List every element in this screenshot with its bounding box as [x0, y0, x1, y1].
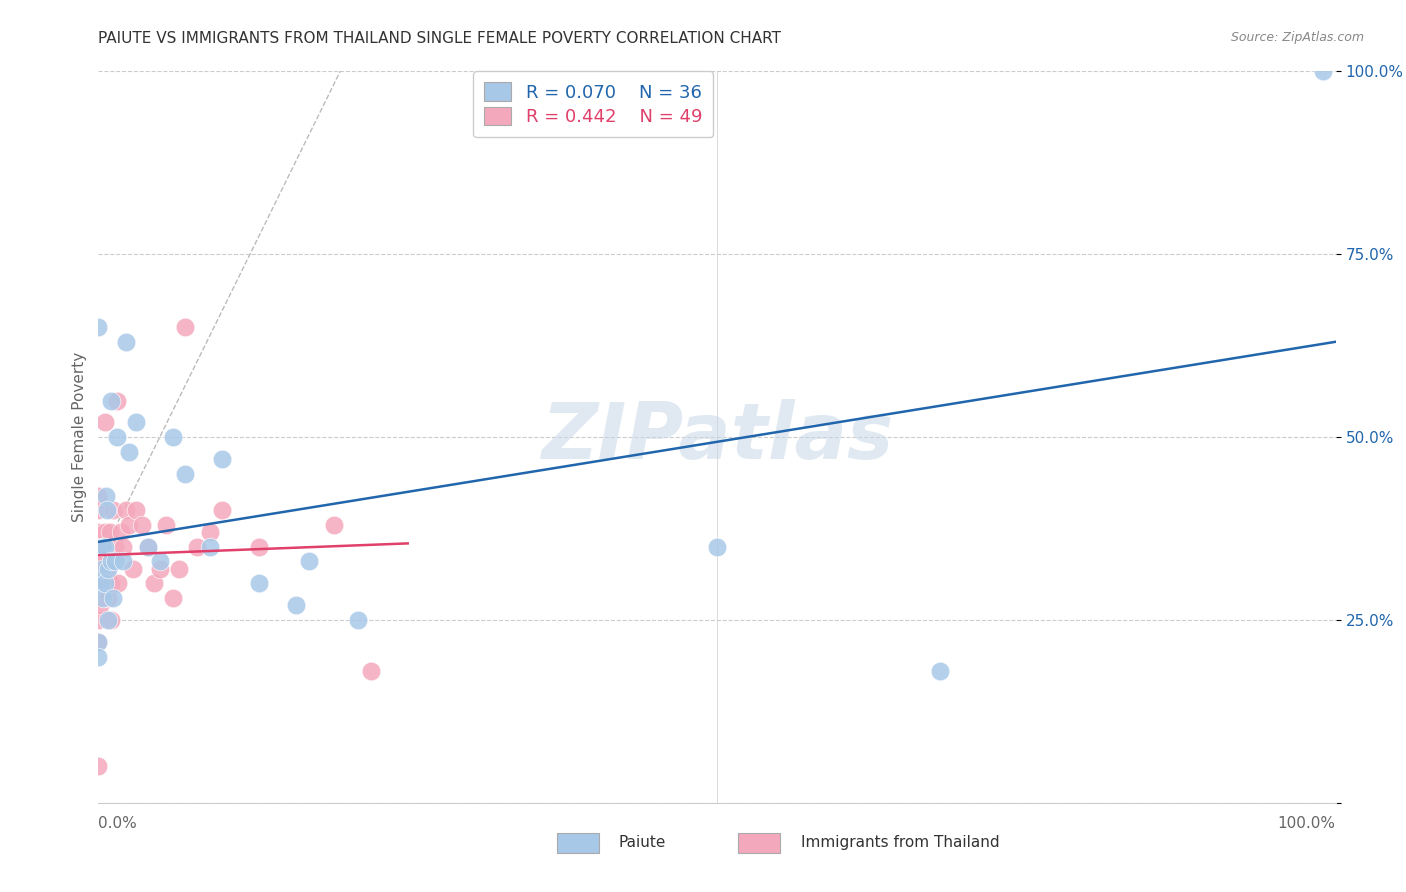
Point [211, 503, 233, 517]
Point [87, 635, 110, 649]
Point [87, 525, 110, 540]
Point [1312, 64, 1334, 78]
Point [124, 416, 146, 430]
Point [136, 540, 159, 554]
Point [87, 759, 110, 773]
Point [105, 393, 128, 408]
Point [103, 503, 125, 517]
Point [112, 540, 135, 554]
Point [97, 591, 120, 605]
Point [107, 576, 129, 591]
Point [155, 517, 177, 532]
Point [174, 467, 197, 481]
Point [90, 576, 112, 591]
Text: ZIPatlas: ZIPatlas [541, 399, 893, 475]
Point [87, 489, 110, 503]
Point [211, 452, 233, 467]
Point [928, 664, 950, 678]
Text: 100.0%: 100.0% [1278, 816, 1336, 831]
Point [112, 554, 135, 568]
Point [118, 517, 141, 532]
Point [131, 517, 153, 532]
Point [93, 576, 115, 591]
Point [87, 554, 110, 568]
Point [103, 554, 125, 568]
Point [124, 503, 146, 517]
Point [347, 613, 370, 627]
Point [143, 576, 166, 591]
Point [110, 525, 132, 540]
Text: Paiute: Paiute [619, 836, 666, 850]
Point [87, 320, 110, 334]
Point [87, 649, 110, 664]
Point [285, 599, 308, 613]
Point [98, 525, 121, 540]
Point [87, 635, 110, 649]
Point [162, 591, 184, 605]
Point [93, 540, 115, 554]
Point [87, 503, 110, 517]
Point [87, 591, 110, 605]
Text: PAIUTE VS IMMIGRANTS FROM THAILAND SINGLE FEMALE POVERTY CORRELATION CHART: PAIUTE VS IMMIGRANTS FROM THAILAND SINGL… [98, 31, 782, 46]
Point [93, 591, 115, 605]
Point [322, 517, 344, 532]
Point [96, 503, 118, 517]
Point [87, 613, 110, 627]
Y-axis label: Single Female Poverty: Single Female Poverty [72, 352, 87, 522]
Point [100, 576, 122, 591]
Point [136, 540, 159, 554]
Point [87, 540, 110, 554]
Point [93, 540, 115, 554]
Legend: R = 0.070    N = 36, R = 0.442    N = 49: R = 0.070 N = 36, R = 0.442 N = 49 [474, 71, 713, 137]
Point [162, 430, 184, 444]
Point [100, 613, 122, 627]
Text: 0.0%: 0.0% [98, 816, 138, 831]
Point [91, 576, 114, 591]
Point [360, 664, 382, 678]
Point [93, 576, 115, 591]
Point [186, 540, 208, 554]
Point [89, 599, 111, 613]
Point [122, 562, 145, 576]
Point [167, 562, 190, 576]
Point [97, 562, 120, 576]
Point [97, 613, 120, 627]
Text: Immigrants from Thailand: Immigrants from Thailand [801, 836, 1000, 850]
Point [149, 562, 172, 576]
Point [94, 576, 117, 591]
Point [706, 540, 728, 554]
Point [198, 525, 221, 540]
Point [93, 525, 115, 540]
Point [100, 393, 122, 408]
Point [298, 554, 321, 568]
Point [114, 334, 136, 349]
Bar [738, 833, 780, 853]
Point [90, 554, 112, 568]
Point [247, 540, 270, 554]
Point [87, 576, 110, 591]
Point [100, 554, 122, 568]
Point [149, 554, 172, 568]
Point [91, 540, 114, 554]
Text: Source: ZipAtlas.com: Source: ZipAtlas.com [1230, 31, 1364, 45]
Point [118, 444, 141, 458]
Point [91, 540, 114, 554]
Point [103, 540, 125, 554]
Point [93, 416, 115, 430]
Point [90, 576, 112, 591]
Point [94, 489, 117, 503]
Point [198, 540, 221, 554]
Point [91, 562, 114, 576]
Point [114, 503, 136, 517]
Point [103, 591, 125, 605]
Point [105, 430, 128, 444]
Point [96, 562, 118, 576]
Point [87, 562, 110, 576]
Point [247, 576, 270, 591]
Point [174, 320, 197, 334]
Bar [557, 833, 599, 853]
